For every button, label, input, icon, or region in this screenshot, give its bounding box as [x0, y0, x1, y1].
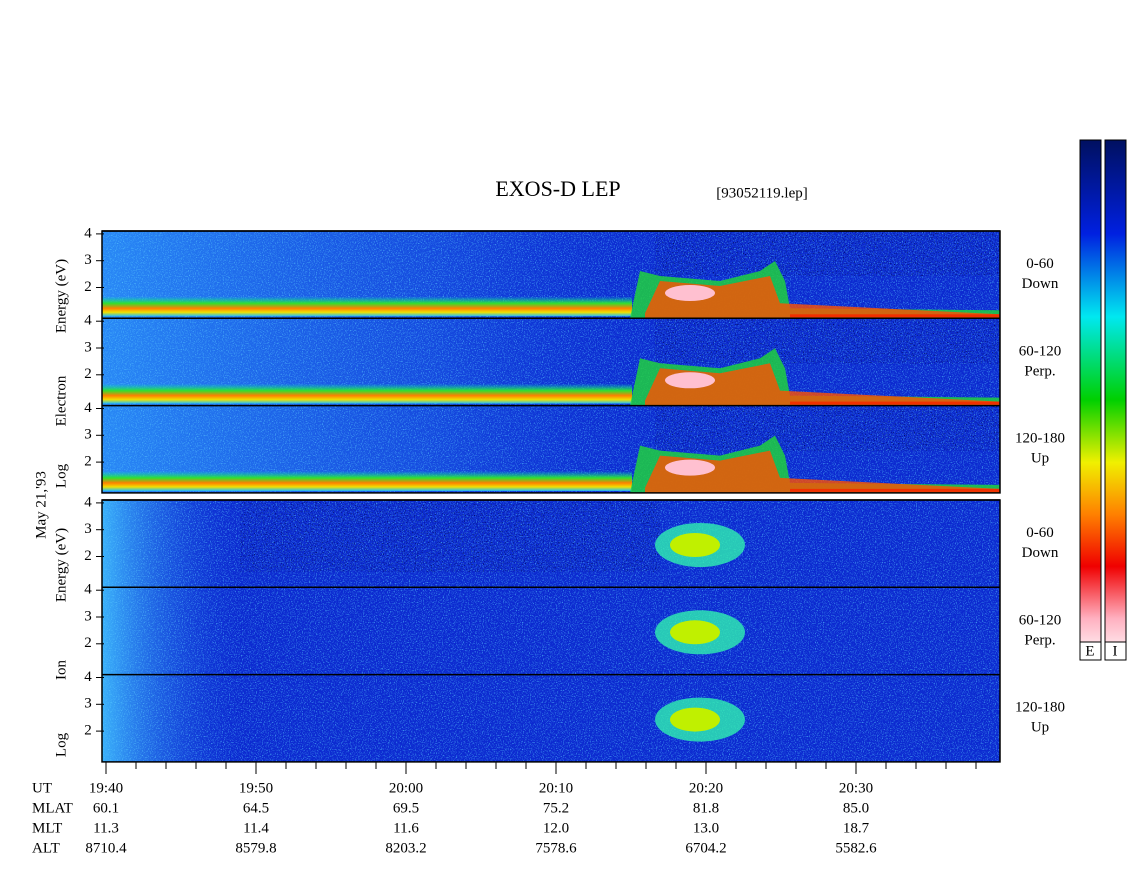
ephemeris-value: 20:20	[689, 780, 723, 796]
y-axis-label: Log	[53, 463, 69, 488]
ephemeris-value: 19:50	[239, 780, 273, 796]
channel-angle: 60-120	[1019, 612, 1062, 628]
plot-frame	[101, 499, 1001, 763]
y-tick-label: 2	[84, 548, 92, 564]
colorbar-label: I	[1113, 643, 1118, 659]
y-tick-label: 3	[84, 608, 92, 624]
ion-blob-core	[670, 620, 720, 645]
channel-angle: 0-60	[1026, 256, 1054, 272]
y-tick-label: 4	[84, 400, 92, 416]
y-axis-label: Log	[53, 732, 69, 757]
electron-burst-core	[645, 363, 1000, 406]
ion-blob-core	[670, 707, 720, 732]
y-tick-label: 4	[84, 669, 92, 685]
ephemeris-label: UT	[32, 780, 52, 796]
colorbar-i	[1104, 139, 1127, 661]
y-tick-label: 2	[84, 279, 92, 295]
colorbars: E I	[1079, 139, 1127, 661]
plot-frame	[101, 230, 1001, 494]
channel-direction: Down	[1022, 545, 1059, 561]
channel-angle: 120-180	[1015, 700, 1065, 716]
y-tick-label: 4	[84, 494, 92, 510]
channel-angle: 60-120	[1019, 343, 1062, 359]
ephemeris-value: 11.6	[393, 820, 419, 836]
channel-direction: Up	[1031, 451, 1049, 467]
ephemeris-value: 7578.6	[535, 840, 577, 856]
y-tick-label: 4	[84, 313, 92, 329]
panel-dark	[240, 502, 660, 572]
ephemeris-value: 20:10	[539, 780, 573, 796]
ephemeris-value: 60.1	[93, 800, 119, 816]
ephemeris-value: 13.0	[693, 820, 719, 836]
ephemeris-value: 81.8	[693, 800, 719, 816]
y-tick-label: 3	[84, 339, 92, 355]
channel-direction: Up	[1031, 720, 1049, 736]
panel-dark	[655, 231, 1000, 276]
electron-burst-peak	[665, 459, 715, 476]
channel-direction: Down	[1022, 276, 1059, 292]
ephemeris-label: ALT	[32, 840, 60, 856]
y-tick-label: 3	[84, 521, 92, 537]
colorbar-box	[1104, 641, 1127, 661]
y-tick-label: 2	[84, 454, 92, 470]
y-axis-label: Electron	[53, 375, 69, 426]
ephemeris-value: 5582.6	[835, 840, 877, 856]
panel-dark	[655, 318, 1000, 364]
ephemeris-value: 8203.2	[385, 840, 426, 856]
channel-angle: 120-180	[1015, 431, 1065, 447]
y-tick-label: 2	[84, 635, 92, 651]
title: EXOS-D LEP	[495, 176, 620, 201]
electron-band	[102, 470, 632, 491]
ephemeris-value: 69.5	[393, 800, 419, 816]
y-tick-label: 2	[84, 723, 92, 739]
ephemeris-value: 8710.4	[85, 840, 127, 856]
colorbar-e	[1079, 139, 1102, 661]
ephemeris-label: MLAT	[32, 800, 73, 816]
ephemeris-value: 12.0	[543, 820, 569, 836]
ephemeris-value: 85.0	[843, 800, 869, 816]
ephemeris-value: 11.3	[93, 820, 119, 836]
electron-burst-core	[645, 450, 1000, 493]
electron-bottom	[790, 314, 1000, 318]
y-tick-label: 3	[84, 696, 92, 712]
electron-band	[102, 383, 632, 404]
y-axis-label: Ion	[53, 660, 69, 680]
electron-burst-peak	[665, 285, 715, 301]
file-name: [93052119.lep]	[716, 185, 808, 201]
y-tick-label: 3	[84, 252, 92, 268]
electron-band	[102, 296, 632, 317]
channel-direction: Perp.	[1024, 632, 1055, 648]
spectrograms	[102, 230, 1000, 762]
ephemeris-value: 19:40	[89, 780, 123, 796]
electron-burst-peak	[665, 372, 715, 389]
y-tick-label: 4	[84, 225, 92, 241]
colorbar-label: E	[1085, 643, 1094, 659]
y-axis-label: Energy (eV)	[53, 259, 69, 333]
electron-bottom	[790, 488, 1000, 492]
ephemeris-value: 6704.2	[685, 840, 726, 856]
electron-bottom	[790, 401, 1000, 405]
channel-direction: Perp.	[1024, 363, 1055, 379]
ephemeris-value: 20:30	[839, 780, 873, 796]
ephemeris-value: 75.2	[543, 800, 569, 816]
ion-blob-core	[670, 533, 720, 557]
panel-dark	[655, 405, 1000, 451]
electron-burst-core	[645, 276, 1000, 319]
date-label: May 21,'93	[33, 471, 49, 539]
ephemeris-value: 18.7	[843, 820, 870, 836]
ephemeris-value: 11.4	[243, 820, 269, 836]
panel-noise	[102, 587, 1000, 675]
ephemeris-value: 64.5	[243, 800, 269, 816]
colorbar-box	[1079, 641, 1102, 661]
y-tick-label: 3	[84, 427, 92, 443]
ephemeris-label: MLT	[32, 820, 62, 836]
ephemeris-value: 20:00	[389, 780, 423, 796]
y-axis-label: Energy (eV)	[53, 528, 69, 602]
panel-noise	[102, 674, 1000, 762]
y-tick-label: 2	[84, 366, 92, 382]
channel-angle: 0-60	[1026, 525, 1054, 541]
y-tick-label: 4	[84, 582, 92, 598]
ephemeris-value: 8579.8	[235, 840, 276, 856]
